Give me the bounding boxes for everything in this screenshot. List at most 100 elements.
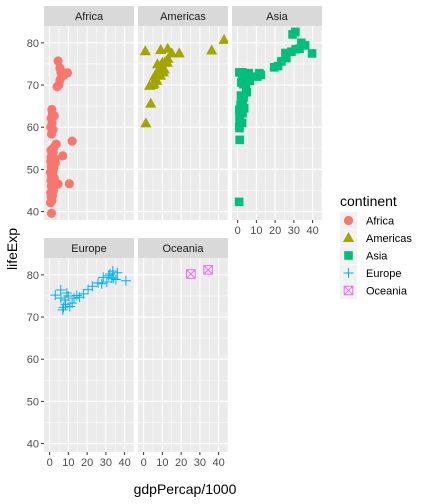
y-tick-label: 80	[27, 270, 39, 282]
data-point	[235, 135, 244, 145]
legend-marker	[343, 285, 354, 296]
x-tick-label: 10	[156, 457, 168, 469]
facet-strip-label-americas: Americas	[160, 11, 206, 23]
data-point	[50, 290, 61, 301]
data-point	[149, 68, 162, 79]
data-point	[295, 44, 304, 54]
data-point	[287, 47, 296, 57]
data-point	[282, 53, 291, 63]
x-tick-label: 20	[175, 457, 187, 469]
data-point	[71, 290, 82, 301]
y-tick-label: 40	[27, 207, 39, 219]
data-point	[67, 136, 77, 146]
data-point	[140, 117, 152, 128]
data-point	[235, 105, 244, 115]
x-tick-label: 30	[194, 457, 206, 469]
y-tick-label: 40	[27, 439, 39, 451]
data-point	[120, 275, 131, 286]
legend-symbol-americas	[342, 232, 355, 242]
x-tick-label: 0	[235, 225, 241, 237]
data-point	[139, 45, 151, 56]
data-point	[60, 299, 71, 310]
data-point	[238, 98, 248, 108]
data-point	[57, 304, 68, 315]
data-point	[245, 76, 255, 86]
data-point	[51, 139, 61, 149]
facet-strip-asia	[232, 6, 322, 26]
x-tick-label: 30	[100, 457, 112, 469]
legend-label-asia: Asia	[366, 251, 388, 263]
facet-panel-europe	[44, 258, 134, 452]
x-tick-label: 0	[141, 457, 147, 469]
data-point	[107, 266, 118, 277]
data-point	[63, 290, 74, 301]
legend-label-europe: Europe	[366, 268, 401, 280]
facet-panel-oceania	[138, 258, 228, 452]
data-point	[87, 281, 98, 292]
x-tick-label: 0	[47, 457, 53, 469]
data-point	[47, 104, 57, 115]
facet-strip-label-europe: Europe	[71, 243, 106, 255]
data-point	[55, 63, 65, 73]
data-point	[166, 47, 178, 58]
x-tick-label: 30	[288, 225, 300, 237]
facet-strip-label-africa: Africa	[75, 11, 104, 23]
data-point	[62, 68, 73, 78]
data-point	[281, 48, 290, 58]
data-point	[203, 265, 213, 275]
data-point	[112, 267, 123, 278]
data-point	[307, 49, 317, 58]
legend-label-africa: Africa	[366, 216, 395, 228]
data-point	[67, 298, 78, 309]
y-tick-label: 80	[27, 38, 39, 50]
y-tick-label: 50	[27, 396, 39, 408]
data-point	[53, 56, 63, 66]
data-point	[238, 68, 247, 77]
facet-strip-europe	[44, 238, 134, 258]
data-point	[173, 47, 185, 58]
data-point	[273, 61, 283, 71]
data-point	[236, 91, 246, 100]
x-tick-label: 20	[81, 457, 93, 469]
data-point	[96, 278, 107, 289]
data-point	[55, 293, 66, 304]
legend-marker	[343, 215, 354, 226]
data-point	[244, 68, 253, 78]
data-point	[151, 58, 164, 69]
legend-symbol-asia	[344, 251, 353, 260]
facet-points-asia	[234, 27, 317, 207]
data-point	[78, 288, 89, 299]
data-point	[241, 84, 251, 94]
facet-points-oceania	[186, 265, 213, 279]
y-tick-label: 60	[27, 122, 39, 134]
legend-symbol-oceania	[343, 285, 354, 296]
y-tick-label: 70	[27, 312, 39, 324]
data-point	[69, 293, 79, 304]
legend-marker	[344, 251, 353, 260]
facet-strip-africa	[44, 6, 134, 26]
data-point	[108, 273, 119, 284]
legend-label-americas: Americas	[366, 233, 412, 245]
data-point	[237, 118, 247, 128]
facet-strip-americas	[138, 6, 228, 26]
x-tick-label: 40	[213, 457, 225, 469]
y-tick-label: 50	[27, 164, 39, 176]
facet-strip-label-oceania: Oceania	[163, 243, 205, 255]
data-point	[186, 269, 196, 279]
x-tick-label: 20	[269, 225, 281, 237]
data-point	[300, 41, 310, 50]
facet-strip-label-asia: Asia	[266, 11, 288, 23]
facet-points-americas	[139, 33, 228, 128]
data-point	[64, 179, 74, 189]
x-tick-label: 40	[307, 225, 319, 237]
y-tick-label: 60	[27, 354, 39, 366]
data-point	[256, 70, 266, 80]
y-tick-label: 70	[27, 80, 39, 92]
facet-points-europe	[50, 266, 131, 315]
x-tick-label: 40	[119, 457, 131, 469]
legend-label-oceania: Oceania	[366, 286, 408, 298]
data-point	[206, 44, 218, 55]
data-point	[145, 97, 157, 108]
data-point	[291, 27, 300, 37]
